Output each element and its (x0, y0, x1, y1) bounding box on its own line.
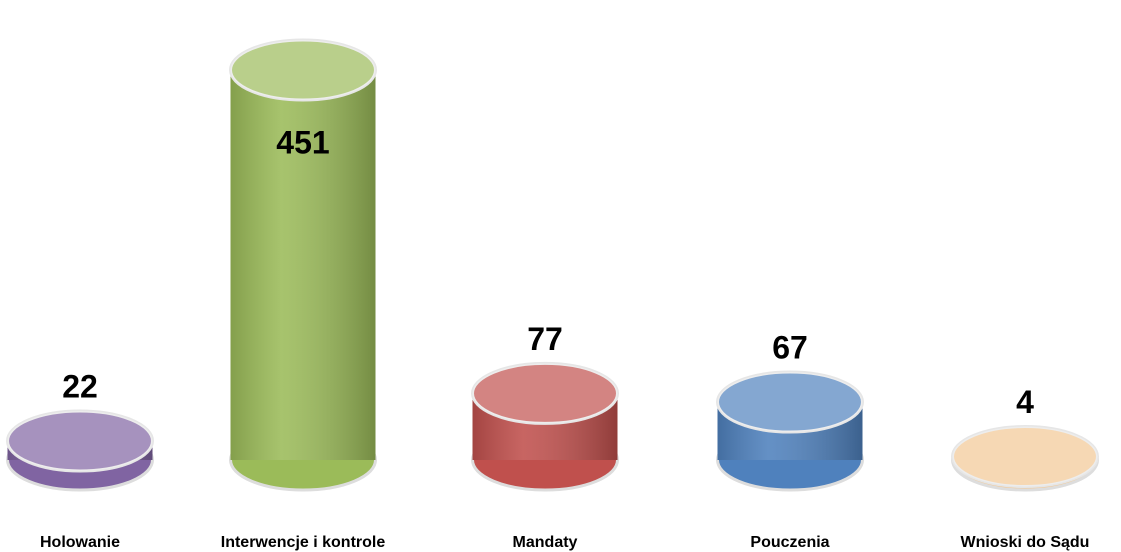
cylinder-top-highlight (472, 363, 618, 424)
cylinder-top (6, 409, 154, 473)
value-label: 22 (62, 368, 98, 404)
cylinder-top (716, 370, 864, 434)
x-tick-label: Mandaty (513, 534, 578, 551)
x-tick-label: Pouczenia (750, 534, 829, 551)
x-tick-label: Interwencje i kontrole (221, 534, 386, 551)
cylinder-top (471, 361, 619, 425)
bar-shade (230, 70, 376, 460)
cylinder-top-highlight (952, 426, 1098, 487)
cylinder-top-highlight (230, 40, 376, 100)
x-tick-label: Holowanie (40, 534, 120, 551)
value-label: 77 (527, 321, 563, 357)
cylinder-top-highlight (7, 410, 153, 471)
value-label: 4 (1016, 384, 1034, 420)
value-label: 451 (276, 124, 329, 160)
x-tick-label: Wnioski do Sądu (961, 534, 1090, 551)
cylinder-top (229, 38, 377, 102)
value-label: 67 (772, 330, 808, 366)
cylinder-top (951, 425, 1099, 489)
cylinder-top-highlight (717, 372, 863, 433)
